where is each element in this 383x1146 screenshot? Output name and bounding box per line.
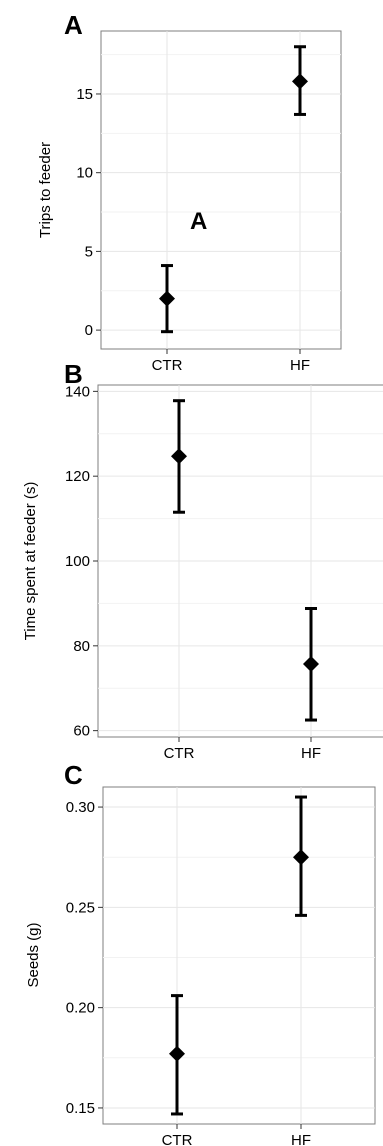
panel-b-label: B xyxy=(64,359,83,389)
y-tick-label: 140 xyxy=(65,383,90,400)
panel-a-y-ticks: 0 5 10 15 xyxy=(76,86,101,339)
data-point-diamond xyxy=(292,73,308,90)
panel-c-y-axis-title: Seeds (g) xyxy=(25,922,42,987)
panel-b-marks xyxy=(171,399,319,722)
panel-c-label: C xyxy=(64,760,83,790)
y-tick-label: 10 xyxy=(76,165,93,182)
y-tick-label: 80 xyxy=(73,638,90,655)
panel-a-inner-annotation: A xyxy=(190,208,207,235)
y-tick-label: 100 xyxy=(65,553,90,570)
panel-a: A 0 5 10 15 CTR HF Trips to feeder A xyxy=(37,10,342,374)
panel-c-marks xyxy=(169,795,309,1116)
y-tick-label: 0.25 xyxy=(66,899,95,916)
x-tick-label: CTR xyxy=(164,745,195,762)
panel-b-x-ticks: CTR HF xyxy=(164,737,321,762)
panel-b-y-axis-title: Time spent at feeder (s) xyxy=(22,482,39,641)
data-point-diamond xyxy=(159,290,175,307)
y-tick-label: 5 xyxy=(85,243,93,260)
y-tick-label: 120 xyxy=(65,468,90,485)
x-tick-label: CTR xyxy=(162,1132,193,1146)
data-point-diamond xyxy=(293,849,309,866)
panel-b-y-ticks: 60 80 100 120 140 xyxy=(65,383,98,740)
x-tick-label: CTR xyxy=(152,357,183,374)
x-tick-label: HF xyxy=(291,1132,311,1146)
panel-c-y-ticks: 0.15 0.20 0.25 0.30 xyxy=(66,799,103,1117)
data-point-diamond xyxy=(171,448,187,465)
x-tick-label: HF xyxy=(301,745,321,762)
panel-a-label: A xyxy=(64,10,83,40)
panel-c-grid xyxy=(103,787,375,1124)
panel-c-plot-area xyxy=(102,786,376,1125)
y-tick-label: 15 xyxy=(76,86,93,103)
y-tick-label: 0.20 xyxy=(66,1000,95,1017)
y-tick-label: 0 xyxy=(85,322,93,339)
x-tick-label: HF xyxy=(290,357,310,374)
panel-b: B 60 80 100 120 140 CTR HF Time spent at feed… xyxy=(22,359,383,762)
y-tick-label: 0.30 xyxy=(66,799,95,816)
panel-c-x-ticks: CTR HF xyxy=(162,1124,311,1146)
y-tick-label: 60 xyxy=(73,723,90,740)
panel-c: C 0.15 0.20 0.25 0.30 CTR HF Seeds (g) xyxy=(25,760,376,1146)
panel-a-y-axis-title: Trips to feeder xyxy=(37,142,54,238)
panel-a-marks xyxy=(159,45,308,334)
panel-a-x-ticks: CTR HF xyxy=(152,349,310,374)
data-point-diamond xyxy=(169,1045,185,1062)
data-point-diamond xyxy=(303,656,319,673)
y-tick-label: 0.15 xyxy=(66,1100,95,1117)
